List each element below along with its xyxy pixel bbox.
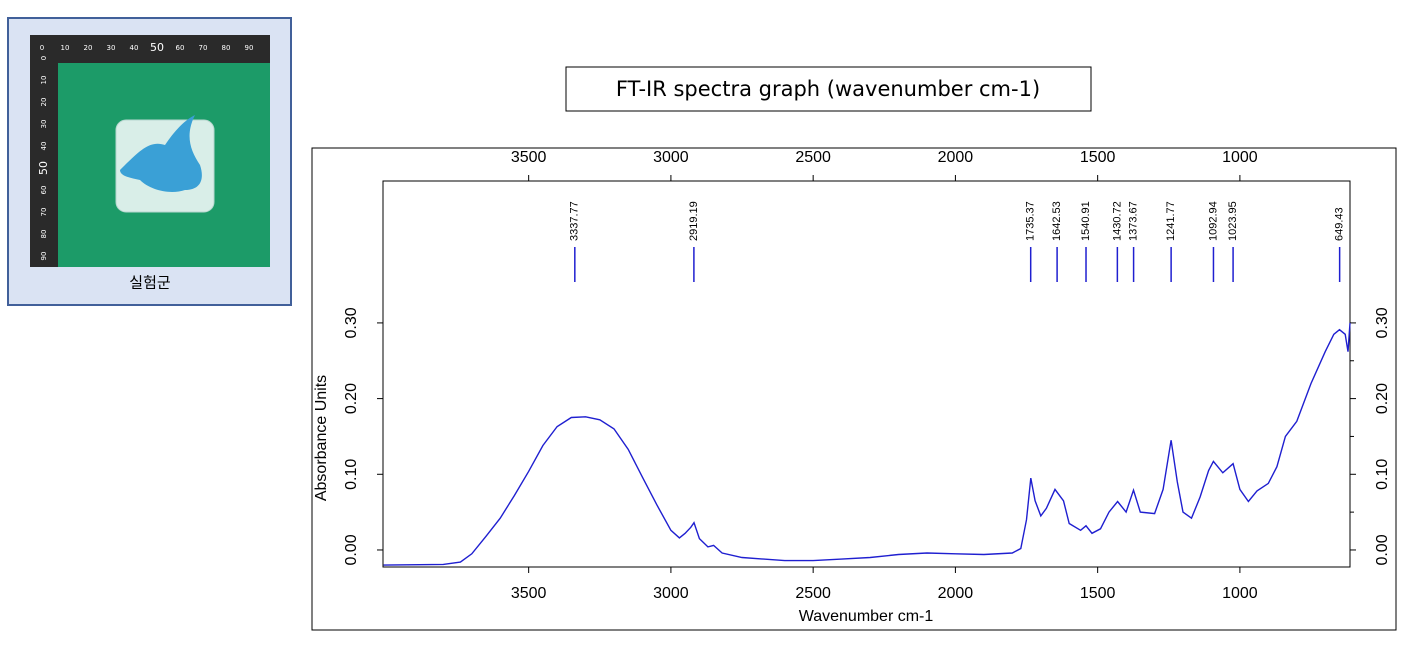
ruler-left [30, 35, 58, 267]
ruler-label: 40 [130, 44, 139, 52]
y-tick-label: 0.00 [343, 534, 360, 565]
ruler-label: 30 [107, 44, 116, 52]
peak-label: 1373.67 [1127, 201, 1139, 241]
x-tick-label: 1500 [1080, 585, 1116, 602]
ruler-label: 20 [84, 44, 93, 52]
ruler-label: 20 [40, 98, 48, 107]
peak-label: 1735.37 [1025, 201, 1037, 241]
x-tick-label-top: 3500 [511, 149, 547, 166]
x-tick-label-top: 1500 [1080, 149, 1116, 166]
y-tick-label: 0.30 [343, 307, 360, 338]
ruler-top [30, 35, 270, 63]
ruler-label: 80 [40, 230, 48, 239]
ruler-label: 50 [150, 41, 164, 54]
chart-title: FT-IR spectra graph (wavenumber cm-1) [616, 77, 1040, 101]
x-tick-label-top: 2000 [938, 149, 974, 166]
ruler-label: 90 [40, 252, 48, 261]
y-tick-label-right: 0.20 [1374, 383, 1391, 414]
ruler-label: 70 [40, 208, 48, 217]
peak-label: 2919.19 [688, 201, 700, 241]
x-tick-label-top: 2500 [795, 149, 831, 166]
ruler-label: 70 [199, 44, 208, 52]
specimen [120, 115, 202, 192]
ruler-label: 30 [40, 120, 48, 129]
y-tick-label: 0.20 [343, 383, 360, 414]
ruler-label: 60 [176, 44, 185, 52]
y-tick-label-right: 0.10 [1374, 459, 1391, 490]
plot-box [382, 180, 1351, 568]
x-tick-label-top: 1000 [1222, 149, 1258, 166]
ruler-label: 40 [40, 142, 48, 151]
ruler-label: 10 [61, 44, 70, 52]
ruler-label: 80 [222, 44, 231, 52]
y-tick-label-right: 0.30 [1374, 307, 1391, 338]
ruler-label: 60 [40, 186, 48, 195]
ruler-label: 0 [40, 56, 48, 60]
peak-label: 3337.77 [569, 201, 581, 241]
y-tick-label-right: 0.00 [1374, 534, 1391, 565]
peak-label: 1642.53 [1051, 201, 1063, 241]
peak-label: 649.43 [1334, 207, 1346, 241]
x-tick-label: 3500 [511, 585, 547, 602]
ruler-label: 90 [245, 44, 254, 52]
x-tick-label: 3000 [653, 585, 689, 602]
chart-frame [311, 147, 1397, 631]
x-tick-label: 2000 [938, 585, 974, 602]
peak-label: 1023.95 [1227, 201, 1239, 241]
photo-caption: 실험군 [129, 274, 171, 292]
y-axis-label: Absorbance Units [313, 375, 330, 501]
x-tick-label: 1000 [1222, 585, 1258, 602]
ruler-label: 0 [40, 44, 44, 52]
peak-label: 1430.72 [1111, 201, 1123, 241]
ruler-label: 10 [40, 76, 48, 85]
spectrum-line [383, 322, 1351, 566]
x-tick-label: 2500 [795, 585, 831, 602]
peak-label: 1092.94 [1207, 201, 1219, 241]
x-tick-label-top: 3000 [653, 149, 689, 166]
peak-label: 1241.77 [1165, 201, 1177, 241]
title-box [565, 66, 1092, 112]
peak-label: 1540.91 [1080, 201, 1092, 241]
ruler-label: 50 [37, 161, 50, 175]
x-axis-label: Wavenumber cm-1 [799, 608, 934, 625]
y-tick-label: 0.10 [343, 459, 360, 490]
